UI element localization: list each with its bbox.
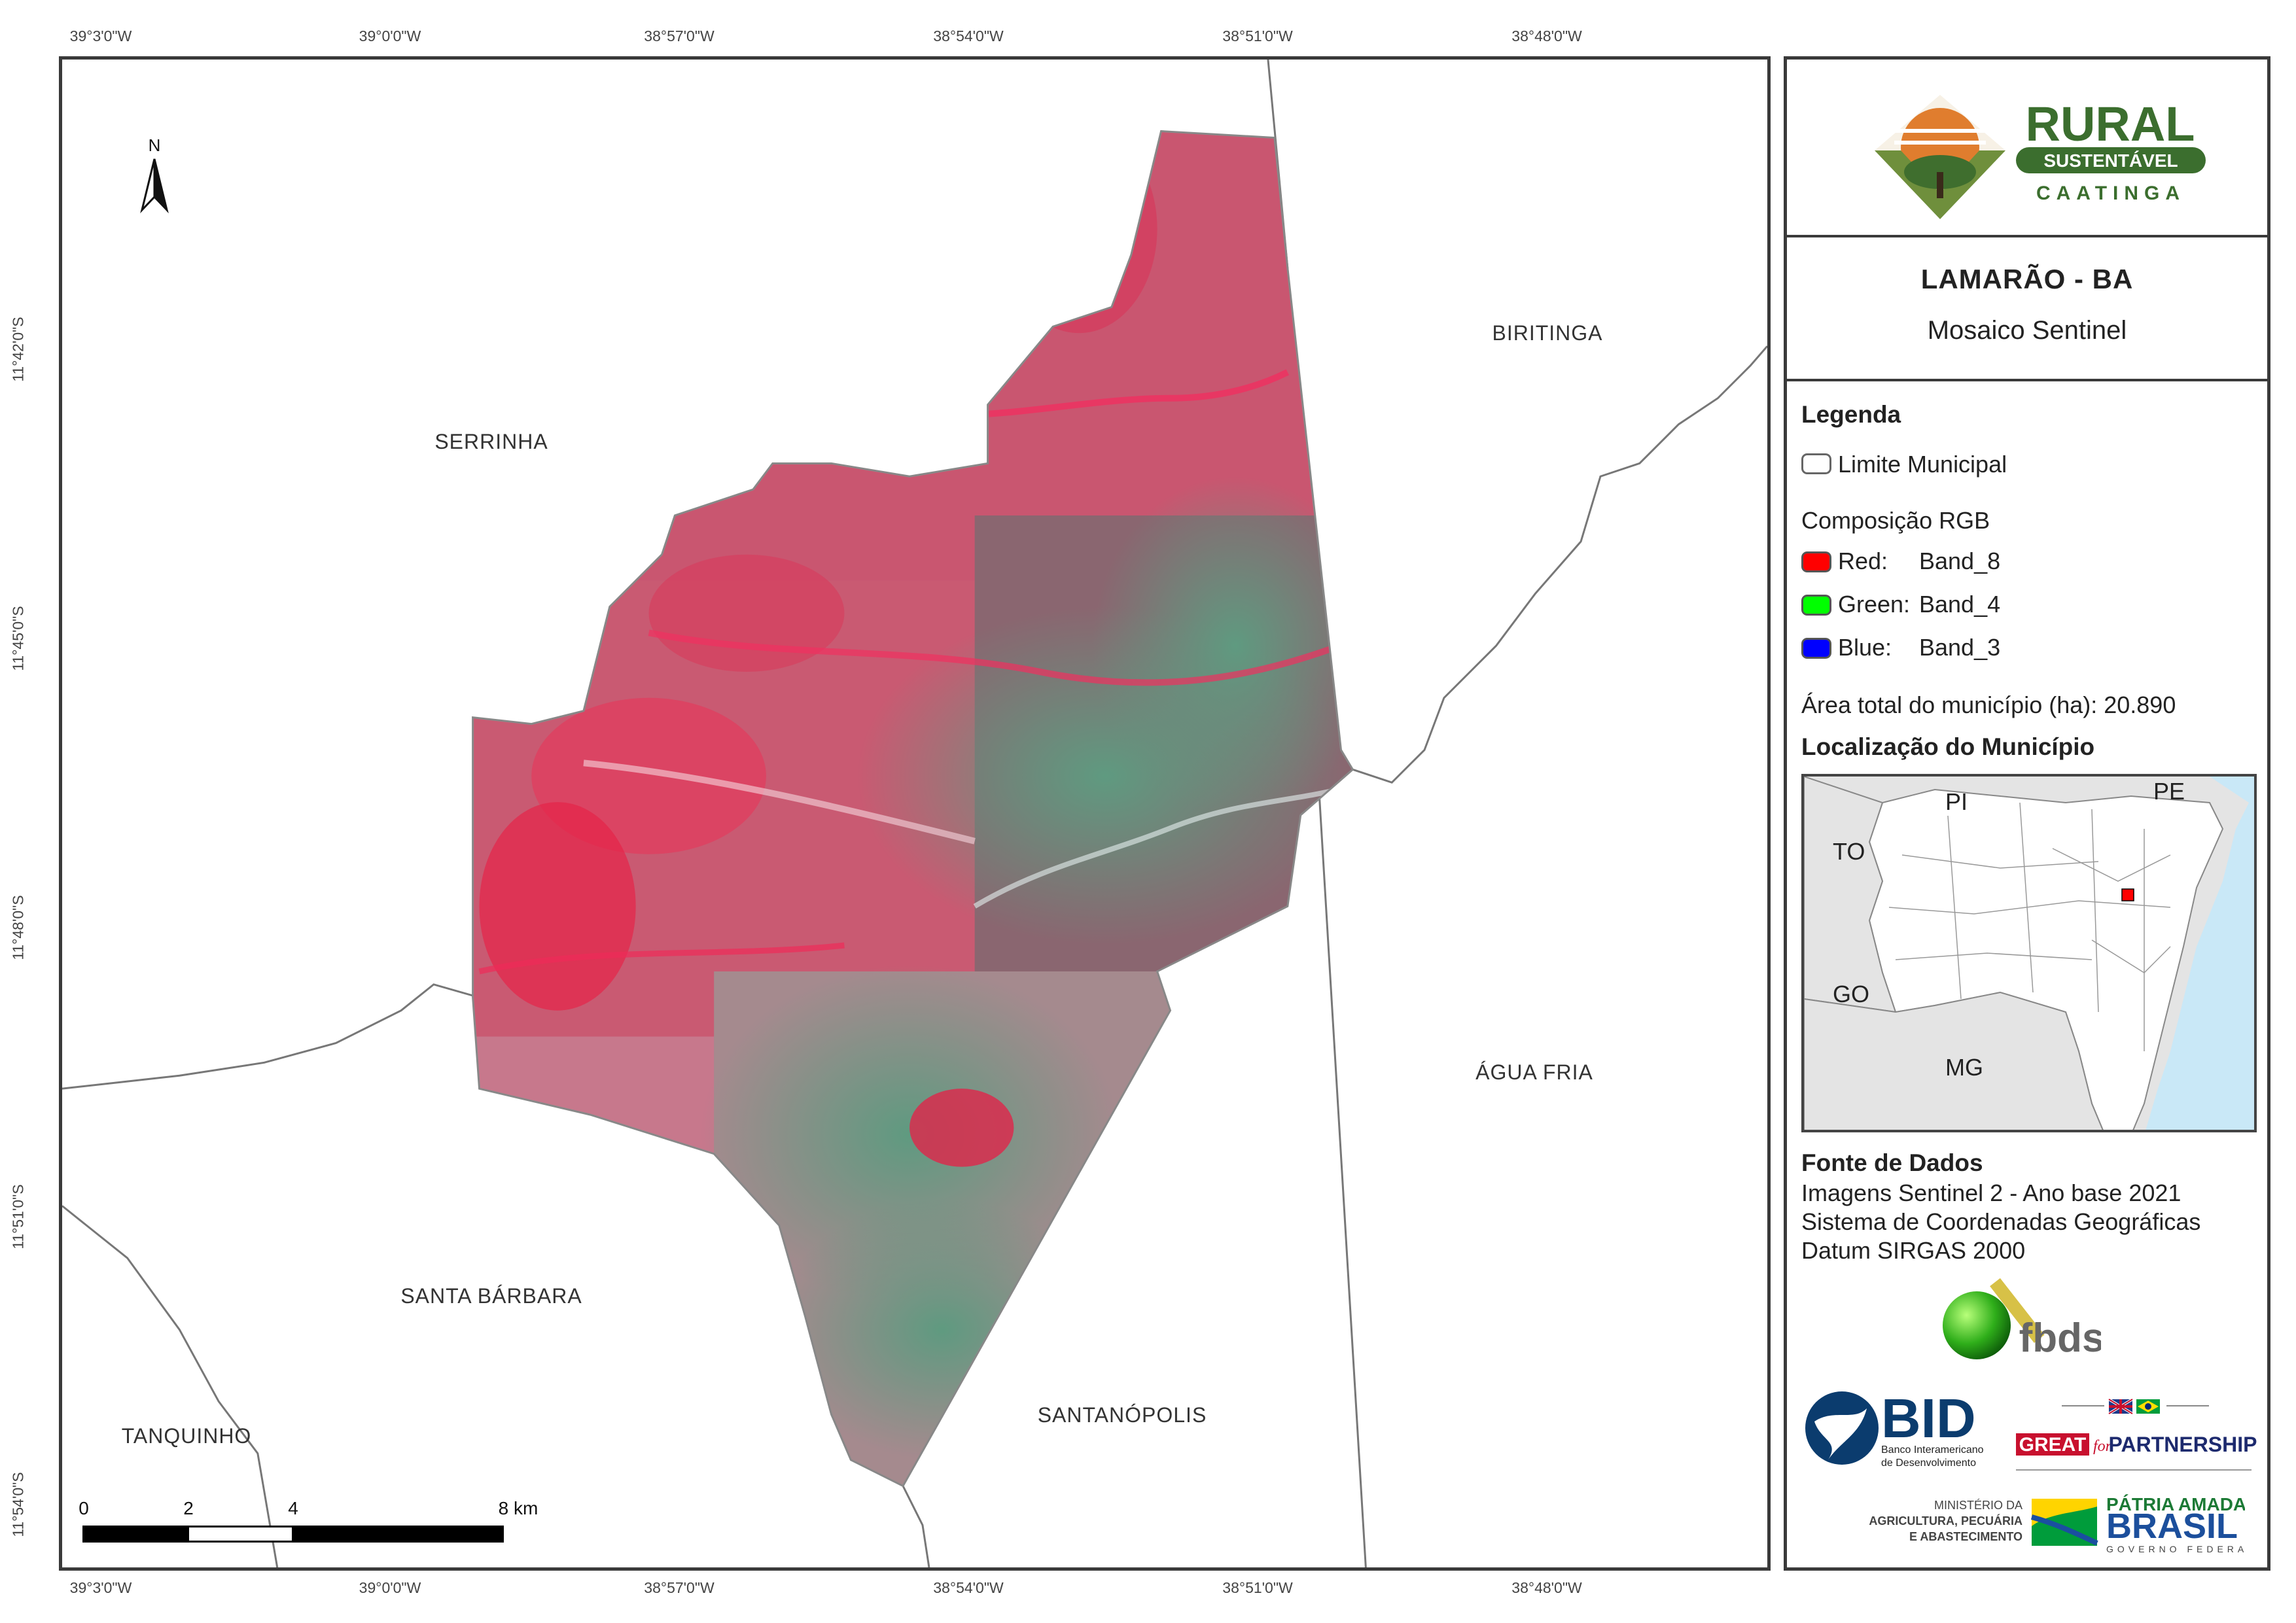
- great-for-text: for: [2093, 1438, 2112, 1455]
- blue-swatch: [1801, 638, 1831, 659]
- locator-label-go: GO: [1833, 981, 1870, 1007]
- scale-label: 2: [183, 1498, 194, 1518]
- place-serrinha: SERRINHA: [434, 430, 548, 453]
- locator-canvas: [1804, 777, 2254, 1130]
- bottom-tick-label: 39°3'0"W: [69, 1579, 132, 1596]
- locator-label-pi: PI: [1945, 788, 1968, 815]
- panel-divider: [1787, 235, 2267, 237]
- red-channel-label: Red:: [1838, 548, 1888, 574]
- north-label: N: [149, 135, 161, 155]
- red-swatch: [1801, 551, 1831, 572]
- logo-sustentavel-text: SUSTENTÁVEL: [2043, 150, 2178, 171]
- scale-segment: [292, 1526, 504, 1543]
- blue-channel-label: Blue:: [1838, 634, 1892, 661]
- top-tick-label: 38°48'0"W: [1511, 27, 1582, 44]
- governo-text: GOVERNO FEDERAL: [2106, 1544, 2245, 1554]
- great-partnership-logo: GREAT for PARTNERSHIP: [2016, 1398, 2257, 1471]
- left-tick-label: 11°48'0"S: [9, 895, 27, 960]
- fbds-logo: fbds: [1943, 1278, 2101, 1361]
- bottom-tick-label: 38°51'0"W: [1222, 1579, 1293, 1596]
- great-text: GREAT: [2019, 1434, 2087, 1456]
- bid-subtext: de Desenvolvimento: [1881, 1457, 1976, 1469]
- fbds-text: fbds: [2019, 1316, 2101, 1361]
- sources-heading: Fonte de Dados: [1801, 1149, 1983, 1176]
- left-tick-label: 11°42'0"S: [9, 317, 27, 382]
- boundary-line: [1352, 345, 1767, 784]
- green-channel-label: Green:: [1838, 591, 1911, 618]
- scale-label: 4: [288, 1498, 298, 1518]
- place-biritinga: BIRITINGA: [1492, 321, 1603, 345]
- top-tick-label: 38°57'0"W: [644, 27, 715, 44]
- blue-band-label: Band_3: [1919, 634, 2001, 661]
- place-santa-barbara: SANTA BÁRBARA: [400, 1284, 582, 1308]
- place-santanopolis: SANTANÓPOLIS: [1037, 1403, 1207, 1427]
- locator-map[interactable]: PI PE TO GO MG: [1801, 774, 2257, 1132]
- scale-label: 0: [79, 1498, 89, 1518]
- map-canvas: [62, 60, 1767, 1567]
- rgb-heading: Composição RGB: [1801, 507, 1990, 534]
- red-band-label: Band_8: [1919, 548, 2001, 574]
- location-heading: Localização do Município: [1801, 733, 2095, 760]
- panel-divider: [1787, 379, 2267, 381]
- map-title: LAMARÃO - BA: [1920, 264, 2134, 294]
- bottom-tick-label: 38°54'0"W: [933, 1579, 1004, 1596]
- green-swatch: [1801, 595, 1831, 616]
- logo-caatinga-text: CAATINGA: [2036, 183, 2185, 204]
- sources-line: Imagens Sentinel 2 - Ano base 2021: [1801, 1179, 2181, 1206]
- bottom-tick-label: 38°48'0"W: [1511, 1579, 1582, 1596]
- scale-label: 8 km: [498, 1498, 539, 1518]
- place-agua-fria: ÁGUA FRIA: [1475, 1060, 1593, 1084]
- left-tick-label: 11°54'0"S: [9, 1472, 27, 1537]
- scale-segment: [82, 1526, 190, 1543]
- place-tanquinho: TANQUINHO: [121, 1424, 252, 1448]
- map-frame[interactable]: N SERRINHA BIRITINGA ÁGUA FRIA SANTA BÁR…: [59, 56, 1771, 1571]
- green-band-label: Band_4: [1919, 591, 2001, 618]
- north-arrow-icon: N: [140, 135, 169, 214]
- locator-label-mg: MG: [1945, 1054, 1983, 1081]
- logo-rural-text: RURAL: [2026, 97, 2195, 151]
- left-tick-label: 11°45'0"S: [9, 606, 27, 671]
- ministerio-text: E ABASTECIMENTO: [1909, 1530, 2022, 1543]
- map-subtitle: Mosaico Sentinel: [1927, 316, 2127, 345]
- brasil-governo-logo: PÁTRIA AMADA BRASIL GOVERNO FEDERAL: [2030, 1494, 2245, 1554]
- boundary-line: [62, 1205, 279, 1567]
- locator-label-pe: PE: [2153, 778, 2185, 805]
- bid-subtext: Banco Interamericano: [1881, 1444, 1984, 1456]
- brasil-text: BRASIL: [2106, 1507, 2238, 1546]
- boundary-line: [902, 1485, 930, 1567]
- ministerio-text: AGRICULTURA, PECUÁRIA: [1869, 1514, 2022, 1527]
- limit-swatch: [1801, 453, 1831, 474]
- top-tick-label: 38°54'0"W: [933, 27, 1004, 44]
- limit-label: Limite Municipal: [1838, 451, 2007, 478]
- rural-sustentavel-logo: RURAL SUSTENTÁVEL CAATINGA: [1875, 95, 2206, 219]
- top-tick-label: 39°0'0"W: [359, 27, 421, 44]
- left-tick-label: 11°51'0"S: [9, 1184, 27, 1249]
- legend-panel: RURAL SUSTENTÁVEL CAATINGA LAMARÃO - BA …: [1784, 56, 2270, 1571]
- satellite-mosaic: [472, 131, 1353, 1486]
- partnership-text: PARTNERSHIP: [2109, 1433, 2257, 1456]
- top-tick-label: 38°51'0"W: [1222, 27, 1293, 44]
- bottom-tick-label: 38°57'0"W: [644, 1579, 715, 1596]
- legend-heading: Legenda: [1801, 401, 1901, 428]
- patria-text: PÁTRIA AMADA: [2106, 1494, 2245, 1514]
- sources-line: Datum SIRGAS 2000: [1801, 1237, 2026, 1264]
- boundary-line: [62, 983, 532, 1090]
- municipal-limit: [472, 130, 1354, 1488]
- locator-label-to: TO: [1833, 838, 1865, 865]
- bid-logo: BID Banco Interamericano de Desenvolvime…: [1805, 1387, 1984, 1469]
- area-text: Área total do município (ha): 20.890: [1801, 691, 2176, 718]
- scale-segment: [187, 1526, 294, 1543]
- ministerio-logo: MINISTÉRIO DA AGRICULTURA, PECUÁRIA E AB…: [1869, 1499, 2022, 1543]
- ministerio-text: MINISTÉRIO DA: [1934, 1499, 2022, 1512]
- bid-text: BID: [1881, 1387, 1976, 1449]
- top-tick-label: 39°3'0"W: [69, 27, 132, 44]
- bottom-tick-label: 39°0'0"W: [359, 1579, 421, 1596]
- sources-line: Sistema de Coordenadas Geográficas: [1801, 1208, 2201, 1235]
